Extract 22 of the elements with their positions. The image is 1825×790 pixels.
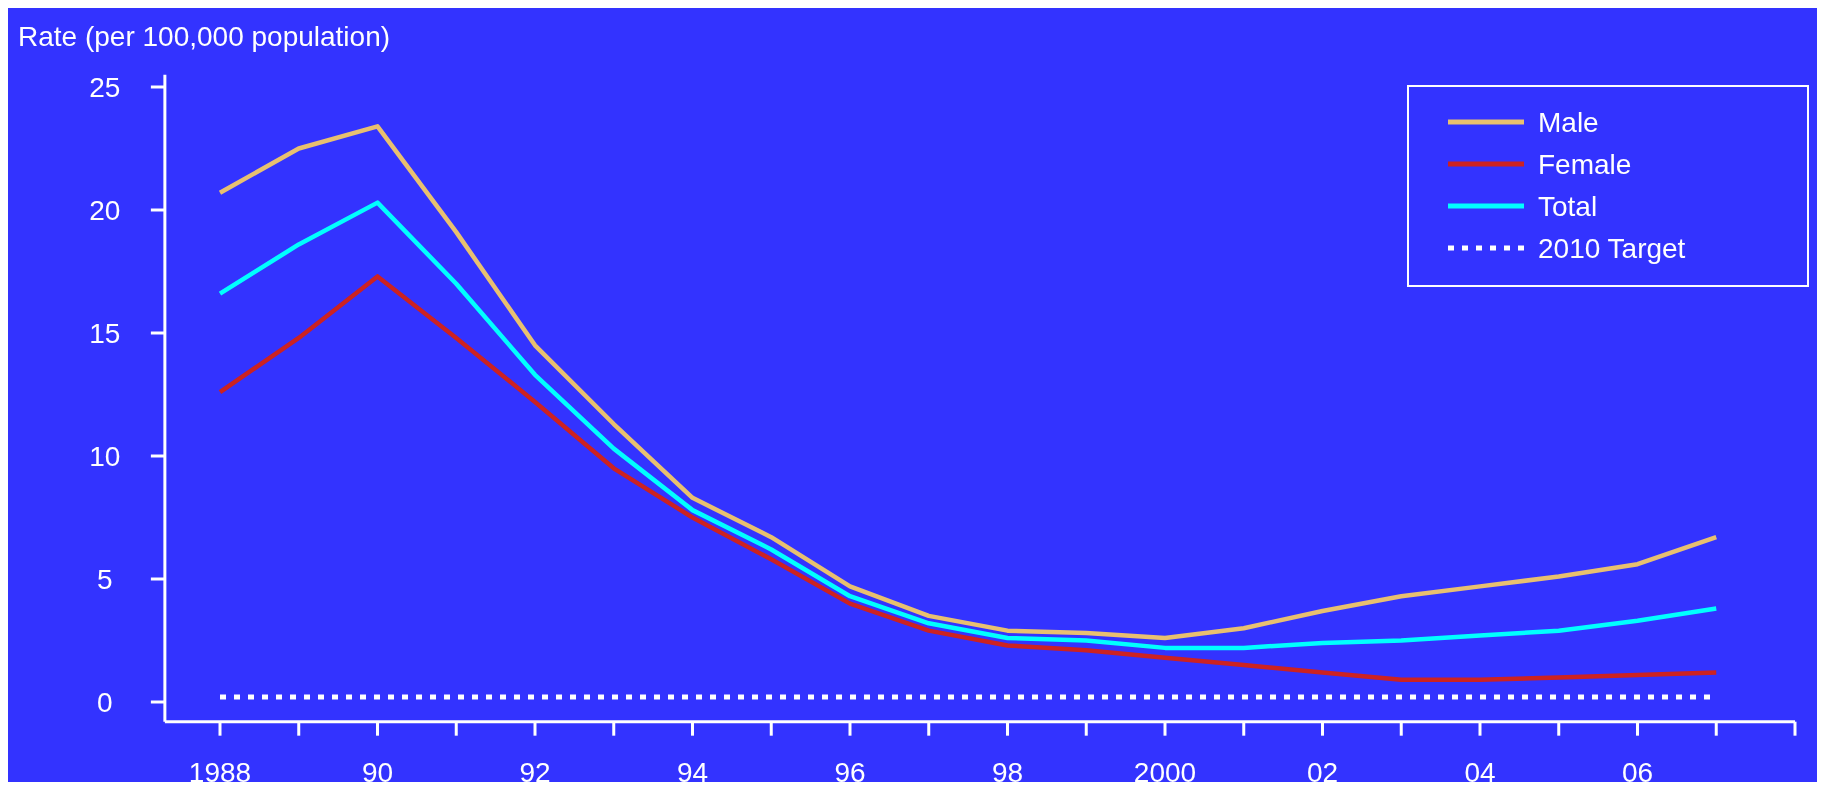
line-series	[217, 274, 1719, 683]
y-tick-label: 15	[89, 317, 121, 349]
legend-label: 2010 Target	[1538, 232, 1686, 264]
legend-label: Female	[1538, 148, 1632, 180]
x-tick-label: 92	[519, 756, 551, 788]
x-tick-label: 96	[834, 756, 866, 788]
y-tick-label: 20	[89, 194, 121, 226]
x-tick-label: 1988	[188, 756, 252, 788]
x-tick-label: 94	[676, 756, 709, 788]
x-tick-label: 06	[1621, 756, 1654, 788]
y-tick-label: 25	[89, 71, 121, 103]
x-tick-label: 04	[1464, 756, 1496, 788]
legend-label: Male	[1538, 106, 1599, 138]
y-tick-label: 10	[89, 440, 121, 472]
legend-label: Total	[1538, 190, 1598, 222]
x-tick-label: 98	[991, 756, 1024, 788]
y-axis-title: Rate (per 100,000 population)	[18, 21, 391, 52]
x-tick-label: 02	[1306, 756, 1339, 788]
x-tick-label: 2000	[1133, 756, 1197, 788]
y-tick-label: 5	[97, 563, 113, 595]
y-tick-label: 0	[97, 686, 113, 718]
x-tick-label: 90	[361, 756, 394, 788]
